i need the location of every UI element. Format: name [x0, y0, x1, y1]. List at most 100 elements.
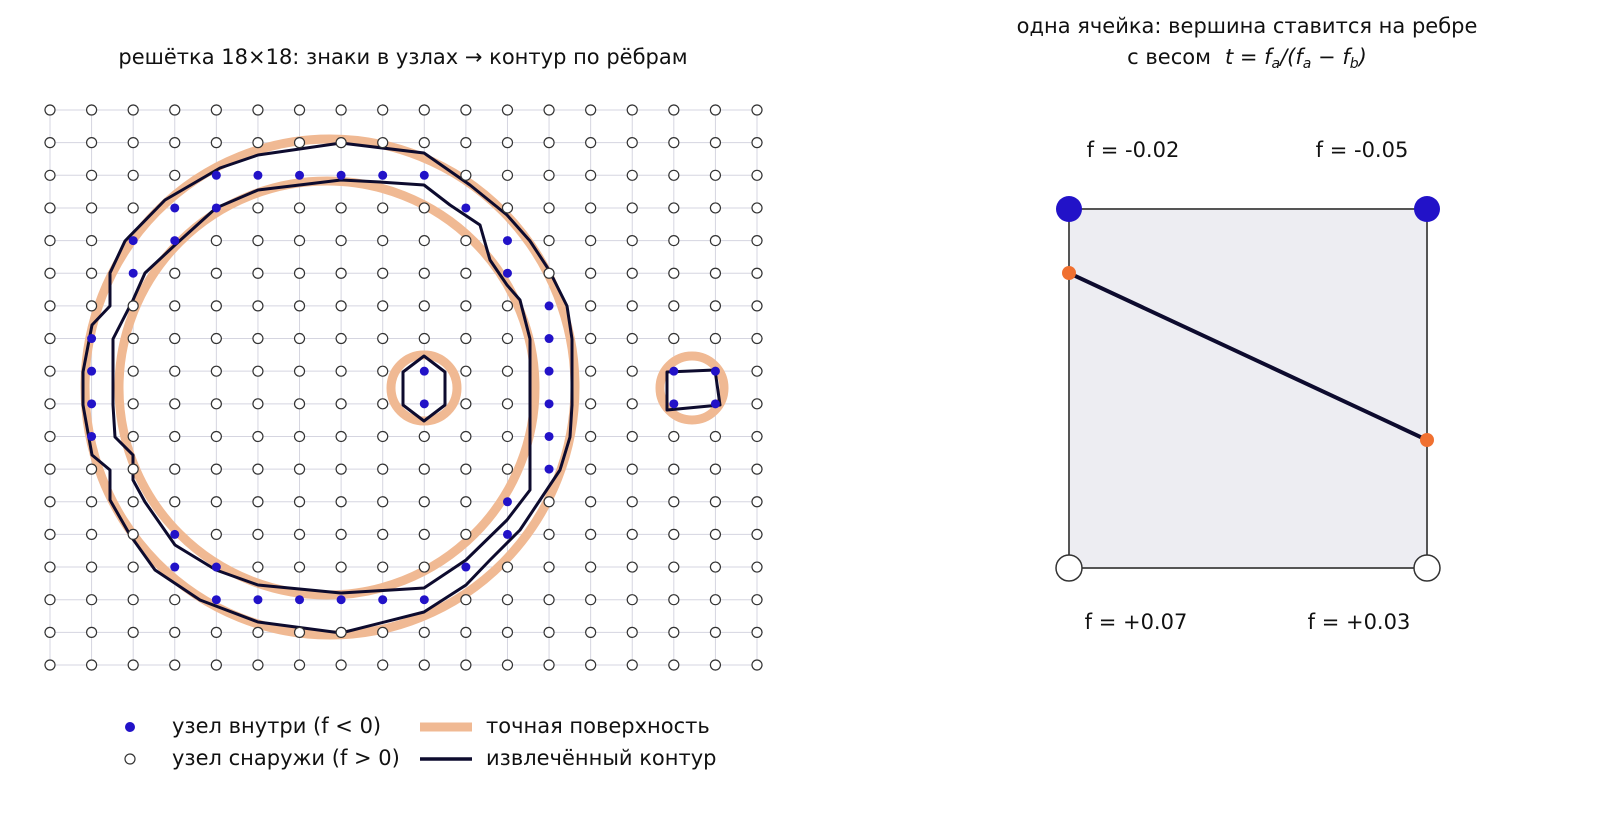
node-outside: [169, 104, 181, 116]
node-inside: [170, 203, 180, 213]
node-outside: [169, 430, 181, 443]
node-inside: [170, 236, 180, 246]
node-outside: [709, 332, 722, 345]
node-inside: [211, 170, 221, 180]
node-inside: [170, 562, 180, 572]
node-outside: [252, 202, 264, 214]
node-inside: [544, 301, 554, 311]
node-outside: [709, 169, 722, 181]
node-outside: [709, 202, 722, 214]
node-outside: [44, 267, 56, 279]
node-outside: [418, 267, 430, 279]
node-inside: [87, 431, 97, 441]
node-outside: [585, 169, 597, 181]
node-outside: [585, 137, 597, 149]
node-outside: [585, 267, 597, 279]
node-outside: [169, 365, 181, 377]
node-outside: [668, 430, 680, 443]
node-outside: [460, 234, 472, 247]
node-outside: [335, 463, 347, 475]
node-inside: [378, 170, 388, 180]
node-outside: [44, 463, 56, 475]
node-outside: [751, 463, 763, 475]
node-outside: [418, 104, 430, 116]
node-inside: [128, 236, 138, 246]
corner-label: f = +0.03: [1308, 610, 1411, 634]
node-outside: [169, 137, 181, 149]
node-outside: [668, 561, 680, 573]
node-outside: [751, 496, 763, 508]
node-outside: [668, 659, 680, 671]
node-outside: [709, 430, 722, 443]
node-outside: [127, 365, 139, 377]
formula: /(f: [1278, 45, 1306, 69]
node-outside: [210, 267, 222, 279]
node-outside: [169, 496, 181, 508]
node-outside: [751, 398, 763, 410]
node-outside: [460, 626, 472, 638]
node-inside: [87, 366, 97, 376]
node-outside: [44, 659, 56, 671]
node-outside: [127, 528, 139, 541]
node-outside: [335, 626, 347, 638]
node-outside: [210, 496, 222, 508]
node-outside: [293, 463, 306, 475]
node-outside: [293, 626, 306, 638]
node-outside: [709, 626, 722, 638]
node-outside: [210, 234, 222, 247]
node-outside: [668, 332, 680, 345]
node-outside: [626, 659, 638, 671]
node-outside: [293, 104, 306, 116]
node-outside: [751, 300, 763, 312]
node-outside: [501, 463, 514, 475]
node-outside: [252, 104, 264, 116]
corner-outside: [1055, 554, 1083, 582]
node-outside: [418, 626, 430, 638]
node-outside: [252, 332, 264, 345]
node-inside: [544, 431, 554, 441]
node-outside: [460, 104, 472, 116]
node-outside: [293, 430, 306, 443]
node-outside: [377, 234, 389, 247]
node-outside: [626, 300, 638, 312]
node-outside: [501, 104, 514, 116]
node-inside: [502, 268, 512, 278]
node-inside: [170, 529, 180, 539]
node-outside: [252, 561, 264, 573]
node-outside: [626, 104, 638, 116]
corner-label: f = -0.02: [1087, 138, 1180, 162]
node-outside: [543, 267, 555, 279]
node-outside: [252, 496, 264, 508]
node-outside: [169, 169, 181, 181]
node-outside: [543, 659, 555, 671]
node-outside: [377, 561, 389, 573]
node-outside: [44, 594, 56, 606]
node-outside: [169, 659, 181, 671]
node-outside: [252, 528, 264, 541]
node-outside: [626, 528, 638, 541]
node-outside: [709, 528, 722, 541]
node-outside: [751, 104, 763, 116]
nodes: [44, 104, 763, 671]
node-outside: [44, 332, 56, 345]
node-outside: [335, 365, 347, 377]
node-outside: [709, 463, 722, 475]
node-outside: [751, 561, 763, 573]
node-outside: [293, 496, 306, 508]
node-outside: [335, 561, 347, 573]
node-outside: [585, 430, 597, 443]
node-inside: [669, 399, 679, 409]
subtitle-text: с весом: [1127, 45, 1211, 69]
node-inside: [419, 399, 429, 409]
node-outside: [585, 398, 597, 410]
node-outside: [335, 104, 347, 116]
node-outside: [377, 332, 389, 345]
node-outside: [418, 463, 430, 475]
node-inside: [211, 203, 221, 213]
node-outside: [668, 594, 680, 606]
node-outside: [252, 300, 264, 312]
node-outside: [418, 202, 430, 214]
node-outside: [169, 332, 181, 345]
node-outside: [293, 137, 306, 149]
node-outside: [377, 300, 389, 312]
